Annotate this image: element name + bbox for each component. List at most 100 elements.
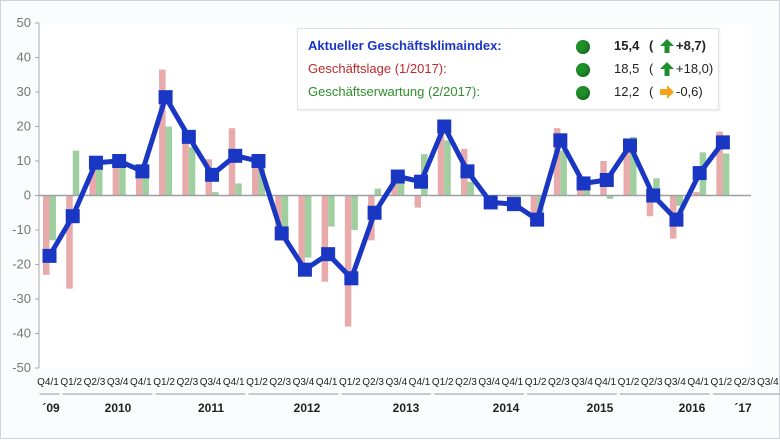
- bar-geschaeftslage: [43, 195, 50, 275]
- x-tick-label: Q1/2: [153, 377, 175, 388]
- bar-geschaeftslage: [344, 195, 352, 327]
- bar-geschaeftserwartung: [397, 174, 405, 196]
- bar-geschaeftserwartung: [72, 150, 80, 196]
- point-klimaindex: [414, 174, 429, 189]
- legend-row-klimaindex: Aktueller Geschäftsklimaindex: 15,4 ( +8…: [308, 35, 713, 57]
- x-tick-label: Q4/1: [409, 377, 431, 388]
- legend-paren: (: [649, 38, 654, 53]
- x-tick-label: Q1/2: [60, 377, 82, 388]
- point-klimaindex: [692, 166, 707, 181]
- year-label: 2015: [587, 401, 614, 415]
- point-klimaindex: [65, 209, 80, 224]
- x-tick-label: Q4/1: [223, 377, 245, 388]
- point-klimaindex: [205, 167, 220, 182]
- point-klimaindex: [112, 154, 127, 168]
- x-tick-label: Q3/4: [385, 377, 407, 388]
- y-tick-label: 10: [17, 153, 31, 168]
- point-klimaindex: [42, 248, 57, 263]
- bar-geschaeftslage: [112, 161, 120, 196]
- bar-geschaeftslage: [414, 195, 422, 208]
- y-tick-label: 40: [17, 50, 31, 65]
- x-tick-label: Q1/2: [432, 377, 454, 388]
- point-klimaindex: [576, 176, 591, 191]
- point-klimaindex: [367, 205, 382, 220]
- point-klimaindex: [321, 247, 336, 262]
- status-dot-icon: [576, 40, 590, 54]
- bar-geschaeftslage: [716, 131, 723, 196]
- y-tick-label: -30: [12, 291, 31, 306]
- y-tick-label: -10: [12, 222, 31, 237]
- point-klimaindex: [228, 148, 243, 163]
- bar-geschaeftserwartung: [444, 140, 451, 196]
- bar-geschaeftslage: [321, 195, 329, 282]
- x-tick-label: Q4/1: [316, 377, 338, 388]
- x-tick-label: Q2/3: [84, 377, 106, 388]
- bar-geschaeftserwartung: [165, 126, 173, 196]
- point-klimaindex: [135, 164, 150, 179]
- status-dot-icon: [576, 86, 590, 100]
- legend-label-klimaindex: Aktueller Geschäftsklimaindex:: [308, 38, 502, 53]
- x-tick-label: Q2/3: [548, 377, 570, 388]
- point-klimaindex: [344, 271, 359, 286]
- bar-geschaeftslage: [646, 195, 654, 217]
- bar-geschaeftslage: [89, 167, 96, 196]
- y-tick-label: -50: [12, 360, 31, 375]
- y-tick-label: 50: [17, 15, 31, 30]
- x-tick-label: Q2/3: [362, 377, 384, 388]
- status-dot-icon: [576, 63, 590, 77]
- bar-geschaeftserwartung: [304, 195, 312, 258]
- year-label: ´17: [734, 401, 752, 415]
- bar-geschaeftserwartung: [212, 192, 219, 196]
- year-label: 2016: [679, 401, 706, 415]
- legend-label-geschaeftslage: Geschäftslage (1/2017):: [308, 61, 447, 76]
- point-klimaindex: [669, 212, 684, 227]
- bar-geschaeftslage: [135, 174, 143, 196]
- year-label: 2012: [294, 401, 321, 415]
- legend-change-geschaeftslage: +18,0): [676, 61, 714, 76]
- legend-value-geschaeftserwartung: 12,2: [614, 84, 640, 99]
- bar-geschaeftserwartung: [119, 162, 126, 196]
- y-tick-label: -20: [12, 257, 31, 272]
- x-tick-label: Q3/4: [293, 377, 315, 388]
- bar-geschaeftserwartung: [188, 147, 196, 196]
- x-tick-label: Q4/1: [130, 377, 152, 388]
- bar-geschaeftserwartung: [142, 167, 149, 196]
- point-klimaindex: [553, 133, 568, 148]
- bar-geschaeftserwartung: [374, 188, 382, 196]
- y-tick-label: -40: [12, 326, 31, 341]
- x-tick-label: Q4/1: [687, 377, 709, 388]
- point-klimaindex: [274, 226, 289, 241]
- x-tick-label: Q1/2: [339, 377, 361, 388]
- bar-geschaeftslage: [298, 195, 305, 277]
- x-tick-label: Q1/2: [711, 377, 733, 388]
- point-klimaindex: [483, 195, 498, 210]
- bar-geschaeftslage: [66, 195, 73, 289]
- legend-paren: (: [649, 61, 654, 76]
- point-klimaindex: [88, 155, 103, 170]
- bar-geschaeftslage: [275, 195, 282, 230]
- bar-geschaeftslage: [437, 123, 445, 196]
- bar-geschaeftserwartung: [95, 157, 103, 196]
- bar-geschaeftslage: [530, 195, 538, 227]
- year-label: 2010: [105, 401, 132, 415]
- x-tick-label: Q1/2: [618, 377, 640, 388]
- bar-geschaeftslage: [693, 192, 700, 196]
- x-tick-label: Q2/3: [641, 377, 663, 388]
- x-tick-label: Q3/4: [571, 377, 593, 388]
- bar-geschaeftserwartung: [606, 195, 614, 199]
- x-tick-label: Q2/3: [734, 377, 756, 388]
- point-klimaindex: [715, 135, 730, 150]
- bar-geschaeftserwartung: [49, 195, 56, 241]
- point-klimaindex: [297, 262, 312, 277]
- y-tick-label: 30: [17, 84, 31, 99]
- x-tick-label: Q3/4: [107, 377, 129, 388]
- bar-geschaeftslage: [623, 150, 630, 196]
- year-label: ´09: [42, 401, 60, 415]
- up-arrow-icon: [660, 39, 674, 53]
- x-tick-label: Q2/3: [455, 377, 477, 388]
- legend-row-geschaeftslage: Geschäftslage (1/2017): 18,5 ( +18,0): [308, 58, 713, 80]
- bar-geschaeftserwartung: [583, 188, 591, 196]
- bar-geschaeftserwartung: [560, 150, 567, 196]
- bar-geschaeftserwartung: [328, 195, 335, 227]
- point-klimaindex: [506, 197, 521, 212]
